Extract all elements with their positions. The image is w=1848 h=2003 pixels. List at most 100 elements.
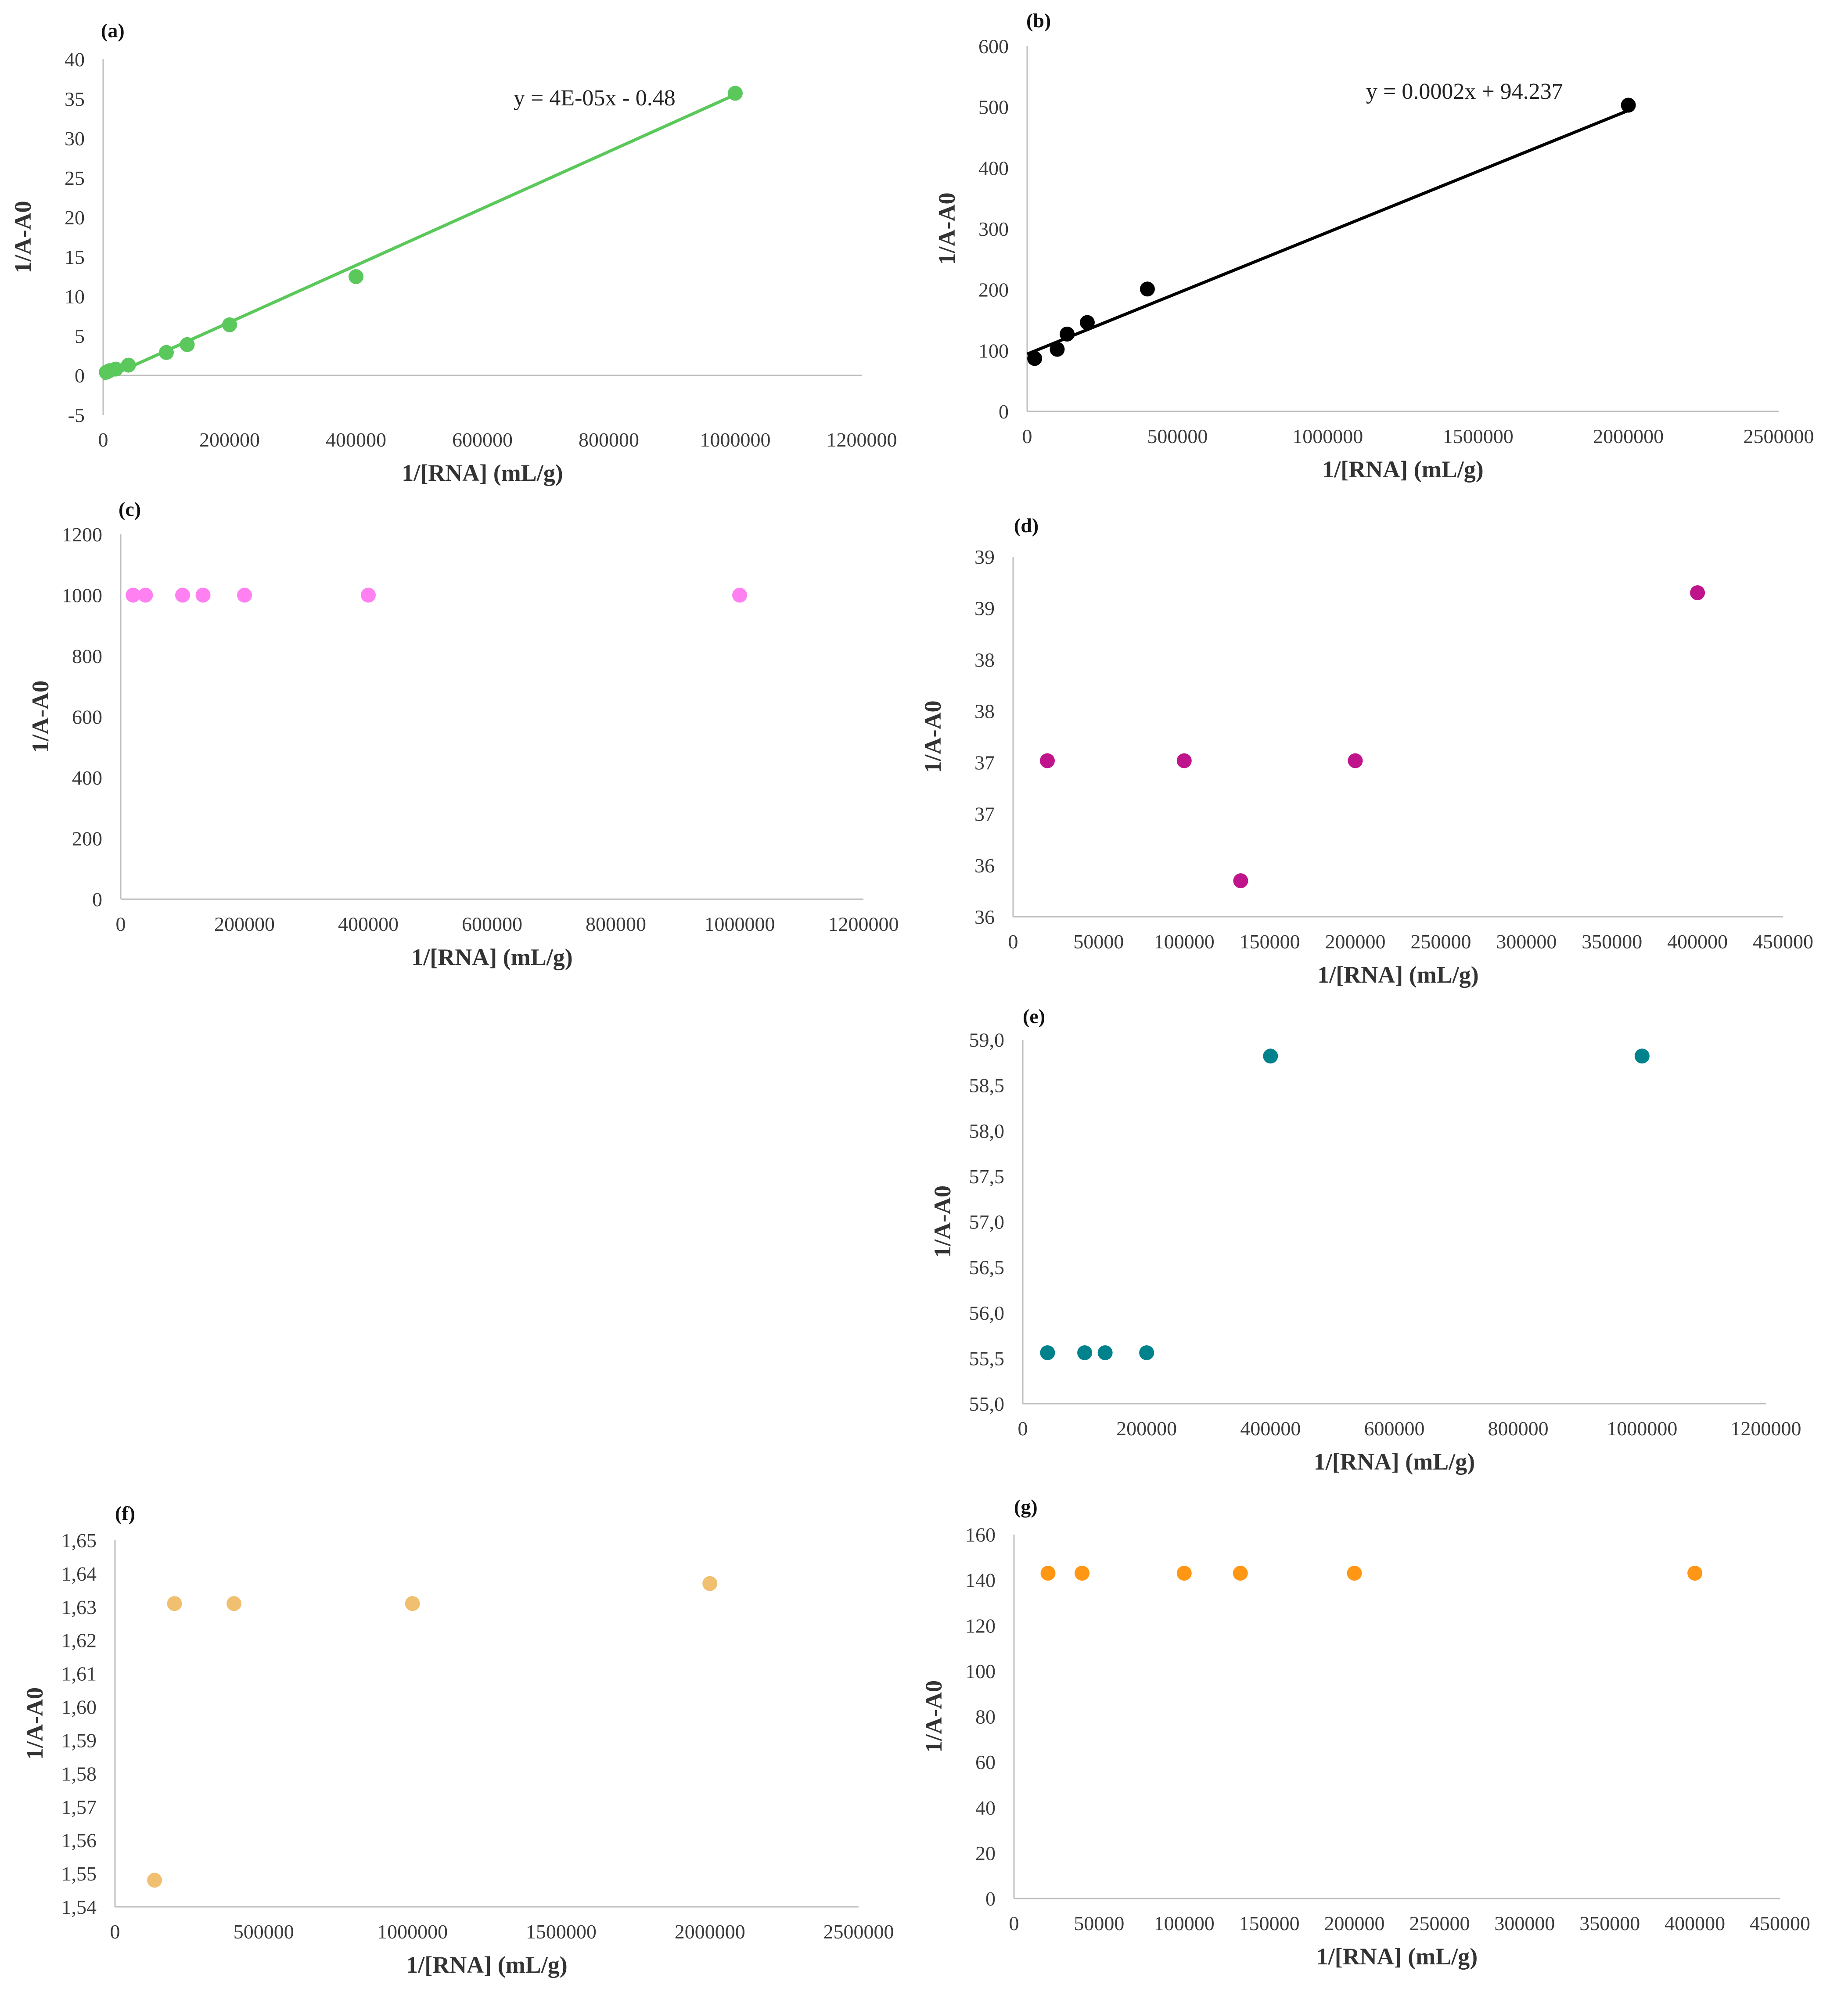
y-tick-label: 140: [965, 1569, 996, 1592]
data-point: [175, 587, 190, 603]
x-tick-label: 0: [98, 429, 108, 451]
y-axis-title: 1/A-A0: [929, 1185, 956, 1258]
y-tick-label: 200: [978, 279, 1009, 301]
y-tick-label: 500: [978, 96, 1009, 119]
y-tick-label: 100: [965, 1660, 996, 1682]
data-point: [180, 337, 195, 352]
x-tick-label: 450000: [1750, 1912, 1810, 1935]
y-tick-label: 59,0: [969, 1029, 1005, 1051]
data-point: [108, 361, 123, 377]
data-point: [1348, 753, 1363, 768]
x-tick-label: 1000000: [1292, 425, 1363, 447]
y-tick-label: 0: [92, 888, 102, 911]
x-tick-label: 150000: [1239, 1912, 1300, 1935]
y-tick-label: 38: [974, 648, 995, 671]
data-point: [147, 1873, 162, 1888]
y-tick-label: 40: [65, 48, 85, 71]
y-axis-title: 1/A-A0: [22, 1687, 48, 1760]
y-tick-label: 1,64: [61, 1563, 97, 1585]
y-tick-label: 10: [65, 285, 85, 308]
y-tick-label: 58,5: [969, 1074, 1005, 1097]
data-point: [728, 86, 743, 101]
y-tick-label: 600: [72, 706, 102, 728]
y-tick-label: 30: [65, 127, 85, 150]
x-tick-label: 200000: [1324, 1912, 1385, 1935]
y-axis-title: 1/A-A0: [920, 701, 946, 773]
y-tick-label: 600: [978, 35, 1009, 58]
data-point: [1140, 281, 1155, 297]
data-point: [1040, 1345, 1055, 1360]
y-tick-label: 0: [75, 364, 85, 387]
y-tick-label: 37: [974, 803, 995, 825]
data-point: [1027, 351, 1043, 366]
y-tick-label: 20: [65, 206, 85, 229]
x-axis-title: 1/[RNA] (mL/g): [402, 460, 563, 486]
x-tick-label: 200000: [199, 429, 260, 451]
panel-label: (g): [1014, 1495, 1038, 1518]
x-tick-label: 2000000: [675, 1920, 745, 1943]
y-tick-label: 38: [974, 700, 995, 722]
data-point: [361, 587, 376, 603]
y-tick-label: 0: [999, 400, 1009, 423]
panel-label: (d): [1014, 514, 1039, 537]
y-tick-label: 800: [72, 645, 102, 667]
y-tick-label: 57,5: [969, 1165, 1005, 1188]
y-tick-label: 25: [65, 167, 85, 189]
data-point: [1079, 315, 1095, 330]
x-tick-label: 350000: [1579, 1912, 1640, 1935]
y-tick-label: -5: [68, 404, 85, 426]
x-tick-label: 150000: [1240, 930, 1300, 953]
y-tick-label: 0: [985, 1888, 996, 1910]
trendline-equation: y = 0.0002x + 94.237: [1366, 79, 1563, 104]
x-tick-label: 250000: [1410, 930, 1471, 953]
y-tick-label: 39: [974, 597, 995, 620]
data-point: [222, 317, 237, 332]
x-tick-label: 800000: [579, 429, 639, 451]
data-point: [167, 1596, 182, 1611]
y-tick-label: 300: [978, 218, 1009, 240]
data-point: [1690, 585, 1705, 600]
data-point: [1077, 1345, 1093, 1360]
trendline: [1026, 109, 1629, 356]
x-tick-label: 800000: [586, 913, 646, 935]
chart-e: 55,0 55,5 56,0 56,5 57,0 57,5 58,0 58,5 59,0 0 200…: [929, 1005, 1801, 1475]
x-tick-label: 200000: [1116, 1417, 1177, 1440]
y-tick-label: 1,57: [61, 1796, 97, 1818]
y-axis-title: 1/A-A0: [920, 1680, 947, 1753]
y-tick-label: 35: [65, 88, 85, 110]
data-point: [1050, 342, 1065, 357]
y-tick-label: 1,63: [61, 1596, 97, 1618]
data-point: [126, 587, 141, 603]
x-tick-label: 200000: [214, 913, 275, 935]
x-tick-label: 600000: [452, 429, 513, 451]
x-tick-label: 2500000: [1744, 425, 1814, 447]
y-tick-label: 36: [974, 906, 995, 928]
y-tick-label: 55,0: [969, 1393, 1005, 1415]
chart-b: 0 100 200 300 400 500 600 0 500000 1000000 1500000…: [934, 9, 1814, 483]
data-point: [1621, 97, 1636, 113]
panel-label: (e): [1023, 1005, 1045, 1027]
x-tick-label: 1500000: [526, 1920, 597, 1943]
panel-label: (a): [101, 19, 125, 42]
x-tick-label: 0: [1009, 1912, 1019, 1935]
data-point: [1097, 1345, 1113, 1360]
x-tick-label: 2500000: [823, 1920, 894, 1943]
data-point: [405, 1596, 420, 1611]
x-tick-label: 450000: [1753, 930, 1813, 953]
x-tick-label: 300000: [1494, 1912, 1555, 1935]
x-axis-title: 1/[RNA] (mL/g): [1316, 1943, 1478, 1970]
data-point: [121, 357, 136, 373]
y-tick-label: 15: [65, 246, 85, 268]
data-point: [1233, 1566, 1248, 1581]
x-tick-label: 400000: [326, 429, 386, 451]
x-tick-label: 50000: [1074, 1912, 1124, 1935]
x-tick-label: 400000: [338, 913, 399, 935]
y-tick-label: 40: [975, 1797, 996, 1819]
x-axis-title: 1/[RNA] (mL/g): [406, 1952, 567, 1978]
y-tick-label: 55,5: [969, 1347, 1005, 1369]
chart-g: 0 20 40 60 80 100 120 140 160 0 50000 100000 150000 2…: [920, 1495, 1810, 1970]
y-axis-title: 1/A-A0: [934, 193, 960, 265]
y-tick-label: 1,60: [61, 1696, 97, 1718]
data-point: [1075, 1566, 1090, 1581]
